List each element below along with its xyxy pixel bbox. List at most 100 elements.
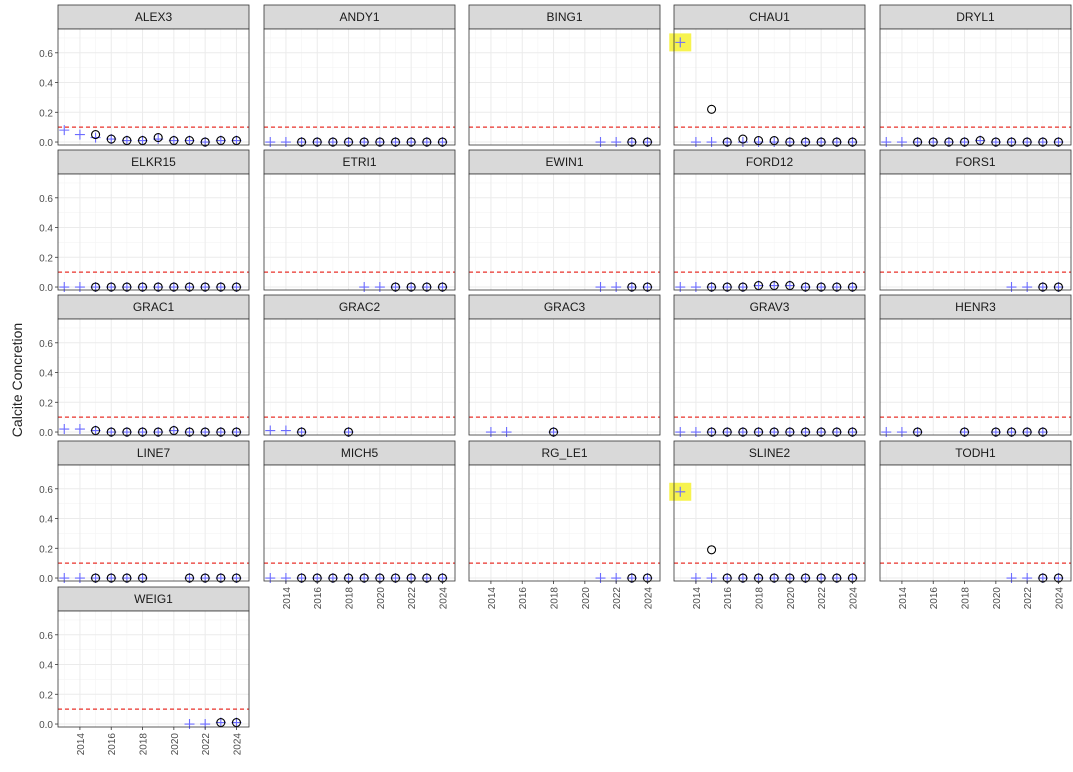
facet-strip bbox=[263, 149, 456, 175]
circle-point bbox=[231, 135, 242, 146]
circle-point bbox=[200, 282, 210, 292]
y-tick-label: 0.2 bbox=[39, 108, 53, 119]
circle-point bbox=[991, 137, 1001, 147]
plus-point bbox=[231, 717, 242, 728]
facet-strip bbox=[468, 440, 661, 466]
facet-label: GRAC2 bbox=[339, 300, 381, 314]
circle-point bbox=[627, 137, 637, 147]
x-tick-label: 2014 bbox=[76, 733, 87, 756]
circle-point bbox=[816, 137, 826, 147]
panel-border bbox=[673, 318, 866, 436]
circle-point bbox=[1053, 282, 1064, 292]
panel-border bbox=[263, 28, 456, 146]
circle-point bbox=[359, 573, 369, 583]
circle-point bbox=[297, 573, 307, 583]
circle-point bbox=[137, 427, 148, 437]
x-tick-label: 2018 bbox=[345, 587, 356, 610]
circle-point bbox=[847, 282, 858, 292]
circle-point bbox=[200, 427, 210, 437]
panel-border bbox=[263, 464, 456, 582]
facet-label: DRYL1 bbox=[956, 10, 995, 24]
circle-point bbox=[169, 425, 179, 436]
circle-point bbox=[832, 573, 842, 583]
circle-point bbox=[738, 427, 748, 437]
circle-point bbox=[913, 427, 923, 437]
circle-point bbox=[343, 137, 354, 147]
circle-point bbox=[422, 137, 432, 147]
panel-border bbox=[673, 464, 866, 582]
y-tick-label: 0.2 bbox=[39, 690, 53, 701]
circle-point bbox=[184, 427, 195, 437]
circle-point bbox=[122, 135, 132, 146]
facet-strip bbox=[673, 294, 866, 320]
panel-border bbox=[57, 173, 250, 291]
circle-point bbox=[106, 282, 116, 292]
facet-label: MICH5 bbox=[341, 446, 379, 460]
circle-point bbox=[707, 545, 717, 555]
x-tick-label: 2020 bbox=[786, 587, 797, 610]
circle-point bbox=[122, 427, 132, 437]
facet-label: BING1 bbox=[546, 10, 582, 24]
circle-point bbox=[184, 135, 195, 146]
panel-background bbox=[58, 174, 249, 290]
circle-point bbox=[437, 282, 448, 292]
x-tick-label: 2024 bbox=[1054, 587, 1065, 610]
plus-point bbox=[74, 129, 85, 140]
panel-background bbox=[264, 29, 455, 145]
circle-point bbox=[1038, 137, 1048, 147]
y-tick-label: 0.0 bbox=[39, 428, 53, 439]
x-tick-label: 2024 bbox=[643, 587, 654, 610]
panel-background bbox=[58, 611, 249, 727]
plus-point bbox=[215, 135, 226, 146]
plus-point bbox=[280, 425, 291, 436]
plus-point bbox=[675, 37, 686, 48]
circle-point bbox=[122, 282, 132, 292]
circle-point bbox=[91, 282, 101, 292]
circle-point bbox=[707, 282, 717, 292]
plus-point bbox=[168, 135, 179, 146]
circle-point bbox=[722, 282, 732, 292]
x-tick-label: 2014 bbox=[898, 587, 909, 610]
facet-strip bbox=[57, 586, 250, 612]
circle-point bbox=[1006, 137, 1017, 147]
plus-point bbox=[74, 424, 85, 435]
facet-strip bbox=[263, 440, 456, 466]
circle-point bbox=[832, 282, 842, 292]
x-tick-label: 2018 bbox=[550, 587, 561, 610]
facet-label: CHAU1 bbox=[749, 10, 790, 24]
x-tick-label: 2016 bbox=[313, 587, 324, 610]
panel-border bbox=[468, 173, 661, 291]
circle-point bbox=[722, 137, 732, 147]
y-tick-label: 0.4 bbox=[39, 369, 53, 380]
circle-point bbox=[422, 282, 432, 292]
facet-strip bbox=[57, 4, 250, 30]
circle-point bbox=[200, 573, 210, 583]
circle-point bbox=[106, 427, 116, 437]
circle-point bbox=[343, 427, 354, 437]
x-tick-label: 2016 bbox=[723, 587, 734, 610]
circle-point bbox=[91, 425, 101, 436]
facet-label: FORS1 bbox=[955, 155, 995, 169]
panel-border bbox=[879, 28, 1072, 146]
panel-background bbox=[674, 319, 865, 435]
x-tick-label: 2014 bbox=[487, 587, 498, 610]
x-tick-label: 2018 bbox=[139, 733, 150, 756]
facet-label: ETRI1 bbox=[342, 155, 376, 169]
panel-background bbox=[469, 29, 660, 145]
circle-point bbox=[753, 427, 764, 437]
panel-background bbox=[880, 465, 1071, 581]
circle-point bbox=[913, 137, 923, 147]
circle-point bbox=[91, 130, 101, 140]
circle-point bbox=[437, 137, 448, 147]
x-tick-label: 2022 bbox=[612, 587, 623, 610]
circle-point bbox=[847, 137, 858, 147]
circle-point bbox=[200, 137, 210, 147]
panel-background bbox=[58, 465, 249, 581]
panel-background bbox=[674, 465, 865, 581]
circle-point bbox=[847, 427, 858, 437]
plus-point bbox=[215, 717, 226, 728]
circle-point bbox=[231, 573, 242, 583]
circle-point bbox=[216, 427, 226, 437]
facet-label: ANDY1 bbox=[339, 10, 379, 24]
circle-point bbox=[422, 573, 432, 583]
